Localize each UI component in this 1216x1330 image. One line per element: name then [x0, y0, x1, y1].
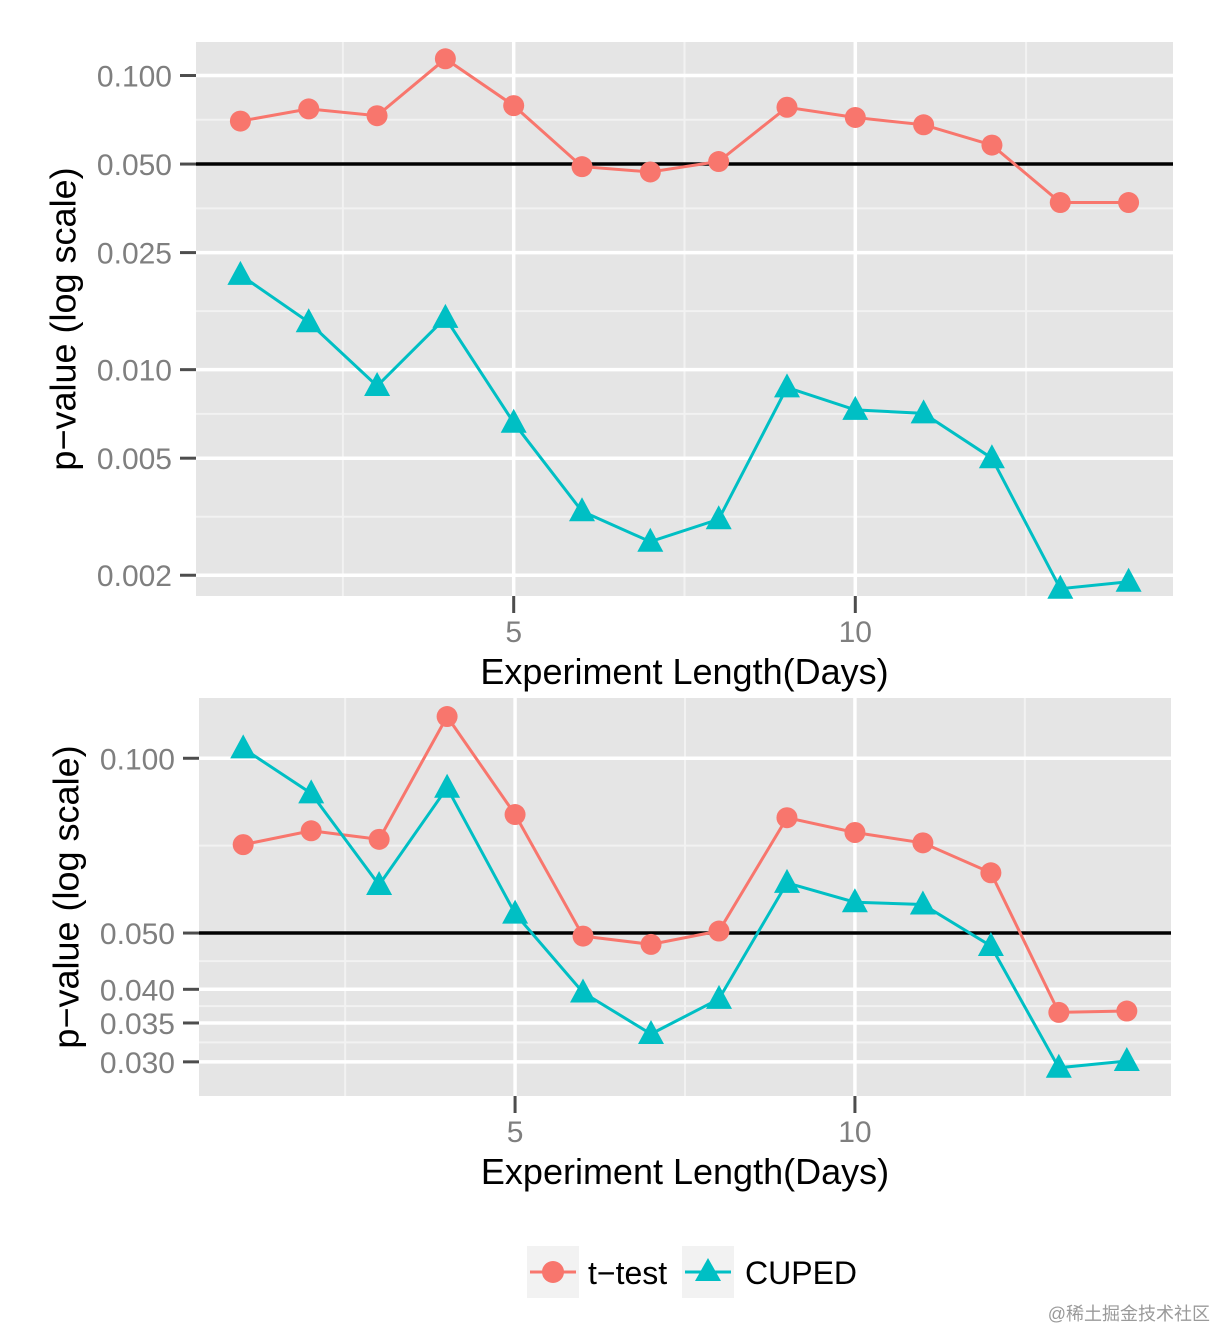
data-point-cuped — [569, 497, 595, 522]
data-point-t-test — [571, 156, 593, 178]
data-point-t-test — [504, 804, 526, 826]
data-point-cuped — [842, 395, 869, 420]
y-tick-label: 0.050 — [97, 149, 172, 182]
data-point-t-test — [912, 832, 934, 854]
x-tick-label: 5 — [505, 616, 522, 649]
data-point-t-test — [300, 820, 322, 842]
data-point-t-test — [229, 110, 251, 132]
legend-label-t-test: t−test — [588, 1255, 667, 1291]
data-point-cuped — [774, 373, 800, 398]
y-tick-label: 0.005 — [97, 443, 172, 476]
data-point-cuped — [298, 779, 325, 804]
data-point-t-test — [708, 920, 730, 942]
x-axis-title: Experiment Length(Days) — [481, 1151, 889, 1192]
data-point-cuped — [978, 444, 1005, 469]
data-point-cuped — [1045, 1053, 1072, 1078]
data-point-t-test — [436, 706, 458, 728]
data-point-t-test — [1048, 1001, 1070, 1023]
watermark: @稀土掘金技术社区 — [1048, 1304, 1210, 1324]
x-axis-title: Experiment Length(Days) — [480, 651, 888, 692]
data-point-cuped — [230, 734, 257, 759]
data-point-cuped — [706, 984, 732, 1009]
cyan-triangle-line-icon — [695, 1258, 721, 1281]
y-axis-title: p−value (log scale) — [46, 745, 87, 1048]
data-point-t-test — [503, 95, 525, 117]
legend: t−test CUPED — [527, 1246, 857, 1298]
data-point-cuped — [841, 888, 868, 913]
data-point-t-test — [639, 161, 661, 183]
data-point-t-test — [980, 862, 1002, 884]
data-point-t-test — [298, 98, 320, 120]
y-tick-label: 0.030 — [100, 1047, 175, 1080]
data-point-cuped — [977, 932, 1004, 956]
data-point-cuped — [1115, 567, 1142, 592]
data-point-t-test — [232, 834, 254, 856]
x-tick-label: 10 — [838, 1116, 871, 1149]
data-point-t-test — [776, 96, 798, 118]
top-chart-panel: 0.100 0.050 0.025 0.010 0.005 0.002 5 10Experim… — [43, 42, 1173, 692]
data-point-t-test — [913, 114, 935, 136]
data-point-t-test — [776, 807, 798, 829]
data-point-t-test — [844, 821, 866, 843]
data-point-t-test — [981, 134, 1003, 156]
data-point-cuped — [638, 1020, 664, 1044]
data-point-cuped — [364, 372, 391, 396]
red-circle-line-icon — [542, 1261, 564, 1283]
data-point-cuped — [909, 890, 936, 915]
data-point-cuped — [637, 527, 664, 552]
data-point-cuped — [295, 308, 322, 333]
data-point-cuped — [434, 773, 461, 798]
data-point-t-test — [434, 48, 456, 70]
y-tick-label: 0.100 — [100, 743, 175, 776]
data-point-t-test — [572, 925, 594, 947]
data-point-cuped — [432, 303, 459, 328]
x-tick-label: 10 — [839, 616, 872, 649]
data-point-cuped — [366, 871, 393, 895]
y-tick-label: 0.050 — [100, 918, 175, 951]
y-tick-label: 0.035 — [100, 1008, 175, 1041]
legend-label-cuped: CUPED — [745, 1255, 857, 1291]
y-tick-label: 0.040 — [100, 974, 175, 1007]
data-point-t-test — [1049, 192, 1071, 214]
series-line-cuped — [239, 273, 1129, 591]
data-point-cuped — [500, 408, 527, 433]
y-tick-label: 0.010 — [97, 355, 172, 388]
data-point-cuped — [910, 399, 937, 424]
data-point-t-test — [708, 151, 730, 173]
data-point-cuped — [227, 260, 254, 285]
y-axis-title: p−value (log scale) — [43, 167, 84, 470]
data-point-cuped — [1113, 1047, 1140, 1071]
data-point-t-test — [1116, 1000, 1138, 1022]
series-line-cuped — [242, 747, 1127, 1070]
y-tick-label: 0.002 — [97, 560, 172, 593]
data-point-cuped — [774, 868, 800, 893]
data-point-t-test — [366, 105, 388, 127]
data-point-cuped — [1047, 574, 1074, 599]
data-point-t-test — [368, 828, 390, 850]
x-tick-label: 5 — [507, 1116, 524, 1149]
y-tick-label: 0.100 — [97, 61, 172, 94]
y-tick-label: 0.025 — [97, 238, 172, 271]
data-point-t-test — [1118, 192, 1140, 214]
data-point-cuped — [705, 505, 732, 530]
data-point-t-test — [844, 106, 866, 128]
series-line-t-test — [242, 713, 1127, 1014]
data-point-cuped — [502, 899, 529, 924]
series-line-t-test — [240, 56, 1129, 204]
data-point-cuped — [570, 978, 596, 1003]
data-point-t-test — [640, 933, 662, 955]
